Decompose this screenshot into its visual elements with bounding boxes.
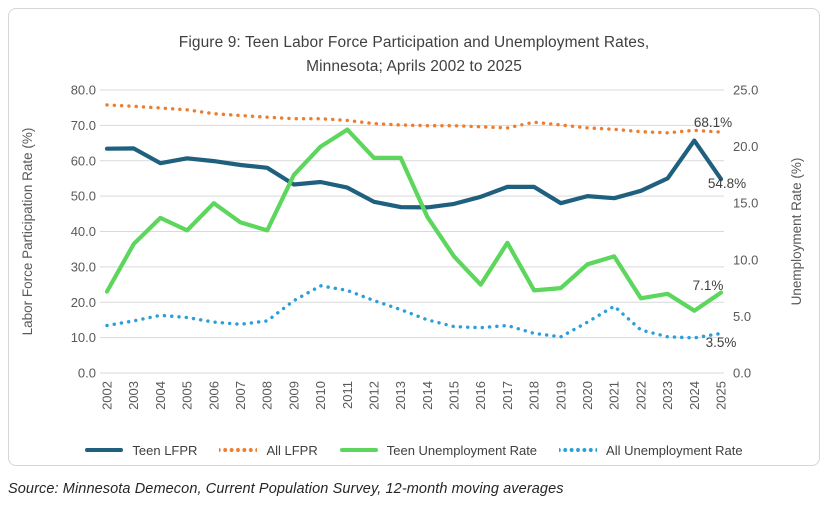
y-axis-tick-right: 15.0 [733, 196, 758, 211]
x-axis-tick: 2013 [393, 381, 408, 410]
y-axis-tick-right: 20.0 [733, 139, 758, 154]
x-axis-tick: 2004 [153, 381, 168, 410]
legend-dotted-line-swatch [559, 447, 598, 453]
series-line-all-unemployment-rate [105, 284, 723, 340]
x-axis-tick: 2010 [313, 381, 328, 410]
x-axis-tick: 2024 [687, 381, 702, 410]
legend-solid-line-swatch [85, 448, 124, 452]
legend-label: All Unemployment Rate [606, 442, 743, 458]
x-axis-tick: 2022 [633, 381, 648, 410]
y-axis-tick-left: 70.0 [71, 118, 96, 133]
y-axis-tick-left: 50.0 [71, 189, 96, 204]
x-axis-tick: 2021 [607, 381, 622, 410]
x-axis-tick: 2011 [340, 381, 355, 409]
x-axis-tick: 2017 [500, 381, 515, 410]
y-axis-tick-right: 0.0 [733, 366, 751, 381]
legend-item-all-unemployment-rate: All Unemployment Rate [559, 443, 743, 458]
y-axis-tick-left: 80.0 [71, 83, 96, 98]
legend-label: Teen LFPR [132, 442, 198, 458]
y-axis-tick-left: 40.0 [71, 224, 96, 239]
series-line-teen-unemployment-rate [104, 127, 724, 313]
legend-item-all-lfpr: All LFPR [219, 442, 318, 458]
legend-item-teen-lfpr: Teen LFPR [85, 443, 197, 458]
x-axis-tick: 2003 [126, 381, 141, 410]
y-axis-tick-left: 20.0 [71, 295, 96, 310]
legend-solid-line-swatch [339, 448, 378, 452]
x-axis-tick: 2008 [260, 381, 275, 410]
data-label: 3.5% [706, 335, 737, 350]
legend-dotted-line-swatch [219, 447, 258, 453]
x-axis-tick: 2007 [233, 381, 248, 410]
x-axis-tick: 2015 [447, 381, 462, 410]
x-axis-tick: 2016 [473, 381, 488, 410]
y-axis-tick-left: 30.0 [71, 259, 96, 274]
source-note: Source: Minnesota Demecon, Current Popul… [8, 481, 564, 497]
data-label: 68.1% [694, 115, 732, 130]
y-axis-tick-right: 25.0 [733, 83, 758, 98]
legend-item-teen-unemployment-rate: Teen Unemployment Rate [339, 442, 538, 458]
y-axis-tick-left: 10.0 [71, 330, 96, 345]
x-axis-tick: 2014 [420, 381, 435, 410]
chart-title-line-1: Figure 9: Teen Labor Force Participation… [178, 34, 650, 51]
x-axis-tick: 2012 [366, 381, 381, 410]
chart-title: Figure 9: Teen Labor Force Participation… [9, 31, 819, 79]
right-axis-title: Unemployment Rate (%) [789, 158, 804, 306]
x-axis-tick: 2019 [553, 381, 568, 410]
data-label: 54.8% [708, 176, 746, 191]
x-axis-tick: 2023 [660, 381, 675, 410]
y-axis-tick-left: 60.0 [71, 153, 96, 168]
y-axis-tick-left: 0.0 [78, 366, 96, 381]
x-axis-tick: 2006 [206, 381, 221, 410]
x-axis-tick: 2005 [180, 381, 195, 410]
legend-label: All LFPR [266, 442, 318, 458]
series-line-teen-lfpr [104, 138, 724, 210]
chart-title-line-2: Minnesota; Aprils 2002 to 2025 [306, 58, 522, 75]
x-axis-tick: 2020 [580, 381, 595, 410]
x-axis-tick: 2025 [714, 381, 729, 410]
y-axis-tick-right: 5.0 [733, 309, 751, 324]
legend-label: Teen Unemployment Rate [386, 442, 538, 458]
x-axis-tick: 2009 [286, 381, 301, 410]
series-line-all-lfpr [105, 103, 723, 135]
left-axis-title: Labor Force Participation Rate (%) [20, 128, 35, 336]
chart-legend: Teen LFPR All LFPR Teen Unemployment Rate A… [9, 439, 819, 461]
y-axis-tick-right: 10.0 [733, 252, 758, 267]
x-axis-tick: 2002 [100, 381, 115, 410]
data-label: 7.1% [693, 278, 724, 293]
x-axis-tick: 2018 [527, 381, 542, 410]
